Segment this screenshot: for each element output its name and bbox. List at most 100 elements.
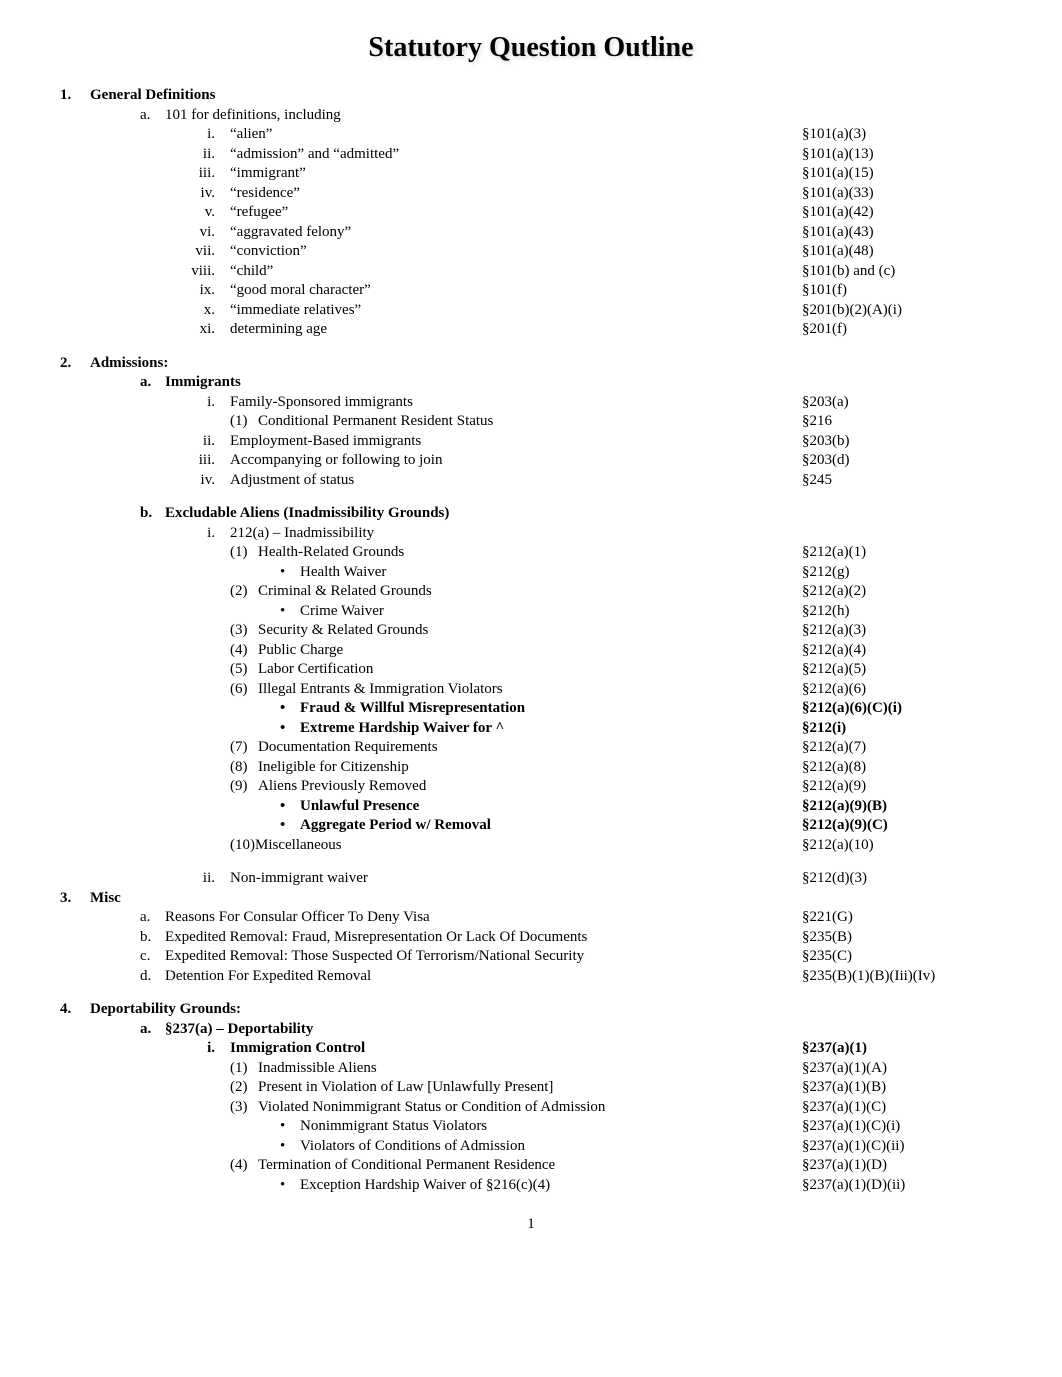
section-title: General Definitions [90,86,215,106]
section-number: 4. [60,1000,90,1020]
roman-text: Employment-Based immigrants [230,432,421,452]
citation: §101(f) [802,281,1002,301]
citation: §212(a)(3) [802,621,1002,641]
citation: §201(b)(2)(A)(i) [802,301,1002,321]
citation: §212(a)(9)(C) [802,816,1002,836]
bullet-text: Health Waiver [300,563,386,583]
roman-text: “conviction” [230,242,307,262]
citation: §212(a)(9)(B) [802,797,1002,817]
roman-numeral: iv. [175,471,230,491]
citation: §235(C) [802,947,1002,967]
citation: §101(a)(3) [802,125,1002,145]
roman-text: Adjustment of status [230,471,354,491]
citation: §212(i) [802,719,1002,739]
section-number: 2. [60,354,90,374]
roman-text: 212(a) – Inadmissibility [230,524,374,544]
sub-title: Excludable Aliens (Inadmissibility Groun… [165,504,449,524]
roman-numeral: iii. [175,164,230,184]
citation: §101(a)(15) [802,164,1002,184]
bullet-icon: • [280,719,300,739]
sub-title: §237(a) – Deportability [165,1020,313,1040]
citation: §101(b) and (c) [802,262,1002,282]
paren-text: Illegal Entrants & Immigration Violators [258,680,503,700]
roman-text: Family-Sponsored immigrants [230,393,413,413]
paren-text: Labor Certification [258,660,373,680]
bullet-icon: • [280,1137,300,1157]
paren-text: Aliens Previously Removed [258,777,426,797]
paren-number: (2) [230,582,258,602]
paren-number: (9) [230,777,258,797]
paren-text: (10)Miscellaneous [230,836,342,856]
citation: §221(G) [802,908,1002,928]
sub-letter: b. [140,928,165,948]
citation: §245 [802,471,1002,491]
citation: §101(a)(43) [802,223,1002,243]
citation: §216 [802,412,1002,432]
roman-numeral: xi. [175,320,230,340]
bullet-text: Exception Hardship Waiver of §216(c)(4) [300,1176,550,1196]
section-title: Misc [90,889,121,909]
paren-text: Termination of Conditional Permanent Res… [258,1156,555,1176]
roman-numeral: ii. [175,869,230,889]
roman-numeral: viii. [175,262,230,282]
citation: §212(a)(9) [802,777,1002,797]
bullet-text: Extreme Hardship Waiver for ^ [300,719,504,739]
roman-text: “refugee” [230,203,288,223]
paren-text: Present in Violation of Law [Unlawfully … [258,1078,553,1098]
roman-numeral: ii. [175,432,230,452]
citation: §237(a)(1) [802,1039,1002,1059]
roman-numeral: i. [175,524,230,544]
sub-letter: c. [140,947,165,967]
paren-number: (7) [230,738,258,758]
paren-text: Security & Related Grounds [258,621,428,641]
citation: §237(a)(1)(C)(i) [802,1117,1002,1137]
citation: §212(a)(5) [802,660,1002,680]
bullet-text: Violators of Conditions of Admission [300,1137,525,1157]
citation: §101(a)(33) [802,184,1002,204]
citation: §212(a)(10) [802,836,1002,856]
bullet-text: Nonimmigrant Status Violators [300,1117,487,1137]
roman-text: “child” [230,262,273,282]
section-number: 3. [60,889,90,909]
paren-number: (6) [230,680,258,700]
citation: §201(f) [802,320,1002,340]
bullet-text: Aggregate Period w/ Removal [300,816,491,836]
roman-numeral: vi. [175,223,230,243]
paren-number: (3) [230,621,258,641]
roman-text: “alien” [230,125,272,145]
citation: §203(b) [802,432,1002,452]
sub-title: Immigrants [165,373,241,393]
citation: §212(a)(8) [802,758,1002,778]
paren-number: (8) [230,758,258,778]
roman-numeral: x. [175,301,230,321]
sub-title: Expedited Removal: Those Suspected Of Te… [165,947,584,967]
citation: §212(a)(6)(C)(i) [802,699,1002,719]
bullet-icon: • [280,816,300,836]
paren-text: Ineligible for Citizenship [258,758,409,778]
paren-text: Documentation Requirements [258,738,438,758]
roman-text: Non-immigrant waiver [230,869,368,889]
citation: §237(a)(1)(C)(ii) [802,1137,1002,1157]
paren-text: Public Charge [258,641,343,661]
paren-text: Criminal & Related Grounds [258,582,432,602]
citation: §212(a)(2) [802,582,1002,602]
bullet-text: Fraud & Willful Misrepresentation [300,699,525,719]
roman-numeral: i. [175,125,230,145]
sub-letter: a. [140,908,165,928]
citation: §203(a) [802,393,1002,413]
sub-letter: a. [140,1020,165,1040]
paren-number: (5) [230,660,258,680]
roman-text: “immediate relatives” [230,301,361,321]
citation: §237(a)(1)(D)(ii) [802,1176,1002,1196]
paren-number: (4) [230,641,258,661]
bullet-icon: • [280,602,300,622]
page-title: Statutory Question Outline [60,30,1002,66]
paren-text: Conditional Permanent Resident Status [258,412,493,432]
roman-numeral: vii. [175,242,230,262]
paren-text: Inadmissible Aliens [258,1059,377,1079]
citation: §235(B) [802,928,1002,948]
roman-text: “good moral character” [230,281,371,301]
citation: §101(a)(13) [802,145,1002,165]
roman-numeral: v. [175,203,230,223]
outline-container: 1.General Definitionsa.101 for definitio… [60,86,1002,1195]
